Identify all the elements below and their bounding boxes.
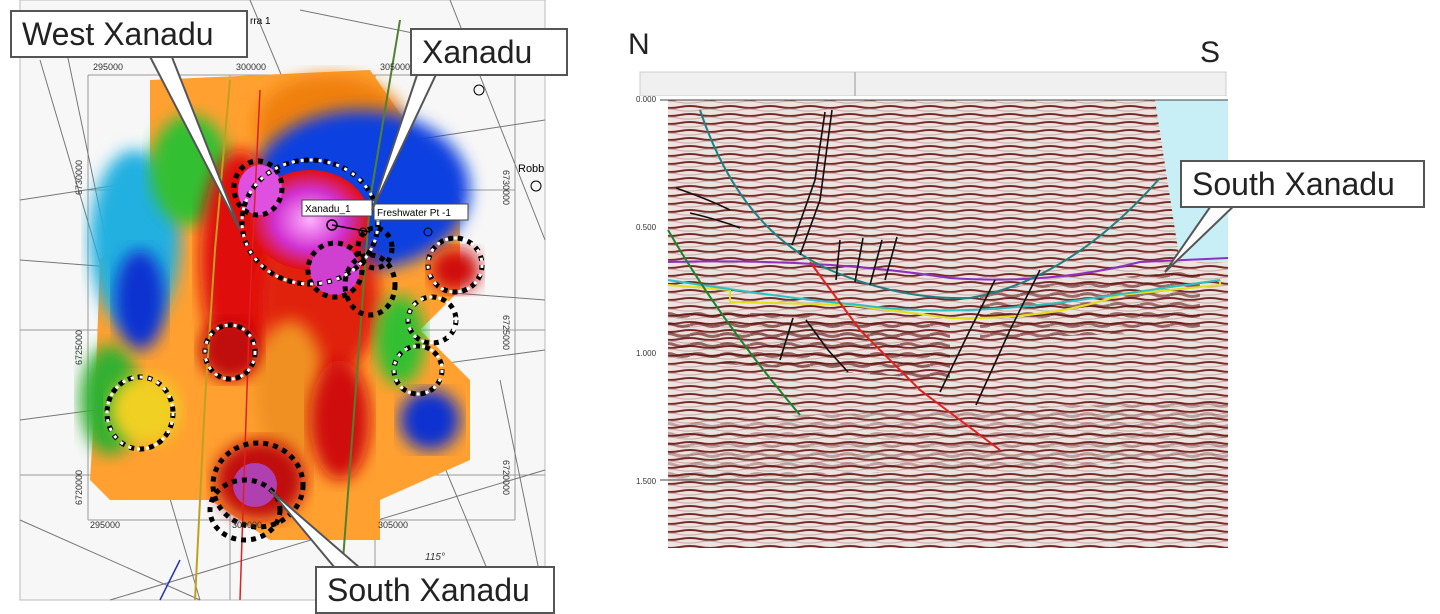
callout-west-xanadu: West Xanadu [10, 10, 248, 58]
grid-label-x-bottom-2: 300000 [232, 520, 262, 530]
well-label-freshwater: Freshwater Pt -1 [377, 208, 451, 219]
callout-south-xanadu-section: South Xanadu [1180, 160, 1425, 208]
time-label-1: 0.500 [636, 223, 657, 232]
callout-pointers [143, 46, 442, 569]
north-label: N [628, 28, 650, 61]
map-canvas: 295000 300000 305000 295000 300000 30500… [19, 0, 546, 601]
map-longitude-label: 115° [425, 552, 445, 563]
section-header-bar [639, 71, 1227, 97]
grid-label-x-top-2: 300000 [236, 62, 266, 72]
prospect-circles-inner [105, 158, 484, 451]
callout-south-xanadu-map: South Xanadu [315, 566, 555, 614]
time-gridlines [660, 99, 1228, 481]
horizons [667, 109, 1229, 416]
anomaly-color-field [80, 70, 480, 540]
well-label-arra-1: rra 1 [250, 16, 271, 27]
grid-label-y-left-1: 6730000 [74, 160, 84, 195]
grid-label-x-bottom-3: 305000 [378, 520, 408, 530]
grid-label-y-left-2: 6725000 [74, 330, 84, 365]
callout-xanadu: Xanadu [410, 28, 568, 76]
seismic-section: N S 0.000 0.500 1.000 1 [600, 0, 1440, 603]
faults [675, 109, 1041, 406]
south-label: S [1200, 36, 1221, 69]
time-label-0: 0.000 [636, 95, 657, 104]
well-symbols [326, 84, 542, 237]
well-label-xanadu-1: Xanadu_1 [305, 204, 351, 215]
grid-label-x-top-3: 305000 [380, 62, 410, 72]
grid-label-y-right-1: 6730000 [501, 170, 511, 205]
time-label-2: 1.000 [636, 349, 657, 358]
grid-label-x-bottom-1: 295000 [90, 520, 120, 530]
well-label-robb: Robb [518, 163, 544, 175]
grid-label-y-right-3: 6720000 [501, 460, 511, 495]
grid-label-y-left-3: 6720000 [74, 470, 84, 505]
main-fault [809, 261, 1001, 451]
grid-label-y-right-2: 6725000 [501, 315, 511, 350]
grid-label-x-top-1: 295000 [93, 62, 123, 72]
seismic-canvas: 0.000 0.500 1.000 1.500 [636, 71, 1243, 548]
gravity-anomaly-map: 295000 300000 305000 295000 300000 30500… [0, 0, 568, 614]
time-label-3: 1.500 [636, 477, 657, 486]
fault-traces [159, 19, 401, 601]
